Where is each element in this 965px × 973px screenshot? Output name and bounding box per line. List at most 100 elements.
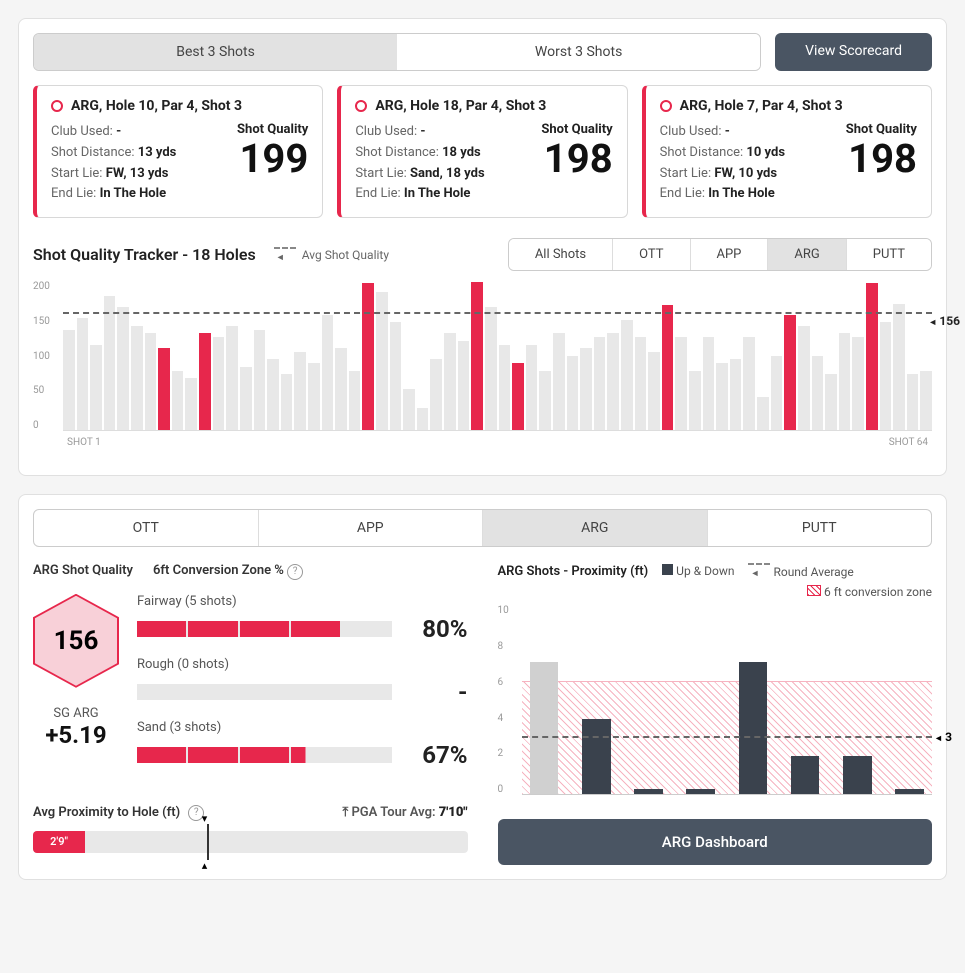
conv-bar [137,747,392,763]
tracker-bar [812,356,824,431]
shot-segment: Best 3 ShotsWorst 3 Shots [33,33,761,71]
tracker-bar [267,359,279,430]
tracker-bar [131,326,143,430]
tracker-header: Shot Quality Tracker - 18 Holes Avg Shot… [33,238,932,271]
tracker-bar [158,348,170,430]
conversion-row: Fairway (5 shots)80% [137,594,468,643]
tracker-bar [689,371,701,431]
legend-updown: Up & Down [662,564,734,578]
sq-value: 198 [846,139,917,179]
tracker-chart: 200150100500 156 SHOT 1SHOT 64 [33,281,932,461]
conv-label: Rough (0 shots) [137,657,468,672]
arg-dashboard-button[interactable]: ARG Dashboard [498,819,933,865]
sq-value: 198 [541,139,612,179]
sg-value: +5.19 [33,721,119,749]
tracker-tab-arg[interactable]: ARG [768,239,846,270]
proximity-bar [582,719,611,795]
left-column: ARG Shot Quality 6ft Conversion Zone % ?… [33,563,468,865]
conversion-block: Fairway (5 shots)80% Rough (0 shots) - Sand… [137,594,468,783]
tracker-bar [553,333,565,430]
lower-tab-app[interactable]: APP [259,510,484,546]
conversion-row: Rough (0 shots) - [137,657,468,706]
tracker-bar [226,326,238,430]
ring-icon [660,100,672,112]
tracker-bar [335,348,347,430]
proximity-bar: 2'9" [33,831,468,853]
tracker-tab-all-shots[interactable]: All Shots [509,239,613,270]
tracker-bar [866,283,878,431]
shot-stats: Club Used: -Shot Distance: 18 ydsStart L… [355,122,484,205]
help-icon[interactable]: ? [287,564,303,580]
tracker-bar [526,345,538,431]
proximity-bar [791,756,820,794]
tracker-bar [213,337,225,430]
tracker-bar [675,337,687,430]
tracker-bar [104,296,116,430]
tracker-bar [907,374,919,430]
conv-bar [137,684,392,700]
tracker-bar [730,359,742,430]
conversion-row: Sand (3 shots) 67% [137,720,468,769]
top-panel: Best 3 ShotsWorst 3 Shots View Scorecard… [18,18,947,476]
lower-tabs: OTTAPPARGPUTT [33,509,932,547]
tracker-bar [635,337,647,430]
tracker-bar [417,408,429,430]
tracker-bar [281,374,293,430]
tracker-bar [825,374,837,430]
tracker-bar [485,307,497,430]
tracker-title: Shot Quality Tracker - 18 Holes [33,245,256,264]
tracker-bar [145,333,157,430]
conv-pct: 67% [412,741,468,769]
right-column: ARG Shots - Proximity (ft) Up & Down Rou… [498,563,933,865]
tracker-tab-ott[interactable]: OTT [613,239,690,270]
legend-round-avg: Round Average [748,563,853,579]
quality-hex: 156 [35,596,117,686]
proximity-chart: 1086420 3 [498,605,933,805]
lower-tab-arg[interactable]: ARG [483,510,708,546]
tracker-tab-putt[interactable]: PUTT [847,239,931,270]
lower-panel: OTTAPPARGPUTT ARG Shot Quality 6ft Conve… [18,494,947,880]
tracker-bar [185,378,197,430]
lower-tab-putt[interactable]: PUTT [708,510,932,546]
proximity-marker [207,824,209,860]
tracker-bar [743,337,755,430]
proximity-fill: 2'9" [33,831,85,853]
tracker-bar [893,304,905,431]
shot-cards: ARG, Hole 10, Par 4, Shot 3 Club Used: -S… [33,85,932,218]
tracker-bar [294,352,306,430]
shot-title: ARG, Hole 18, Par 4, Shot 3 [375,98,546,114]
ring-icon [355,100,367,112]
proximity-chart-title: ARG Shots - Proximity (ft) [498,564,649,579]
tracker-bar [852,337,864,430]
shot-stats: Club Used: -Shot Distance: 10 ydsStart L… [660,122,785,205]
quality-hex-block: 156 SG ARG +5.19 [33,594,119,783]
tracker-bar [567,356,579,431]
tracker-bar [77,318,89,430]
tracker-bar [757,397,769,431]
proximity-bar [686,789,715,795]
tracker-bar [662,305,674,430]
proximity-bar [843,756,872,794]
view-scorecard-button[interactable]: View Scorecard [775,33,932,71]
tracker-bar [403,389,415,430]
tracker-bar [322,315,334,430]
ring-icon [51,100,63,112]
tracker-bar [607,333,619,430]
tracker-bar [703,337,715,430]
proximity-bar [739,662,768,794]
conv-pct: 80% [412,615,468,643]
seg-worst-3-shots[interactable]: Worst 3 Shots [397,34,760,70]
tracker-bar [839,333,851,430]
top-controls: Best 3 ShotsWorst 3 Shots View Scorecard [33,33,932,71]
conv-pct: - [412,678,468,706]
tracker-bar [362,283,374,431]
seg-best-3-shots[interactable]: Best 3 Shots [34,34,397,70]
shot-title: ARG, Hole 7, Par 4, Shot 3 [680,98,843,114]
tracker-bar [308,363,320,430]
lower-tab-ott[interactable]: OTT [34,510,259,546]
shot-title: ARG, Hole 10, Par 4, Shot 3 [71,98,242,114]
tracker-tab-app[interactable]: APP [691,239,769,270]
conv-label: Sand (3 shots) [137,720,468,735]
tracker-bar [471,282,483,430]
tracker-bar [798,326,810,430]
